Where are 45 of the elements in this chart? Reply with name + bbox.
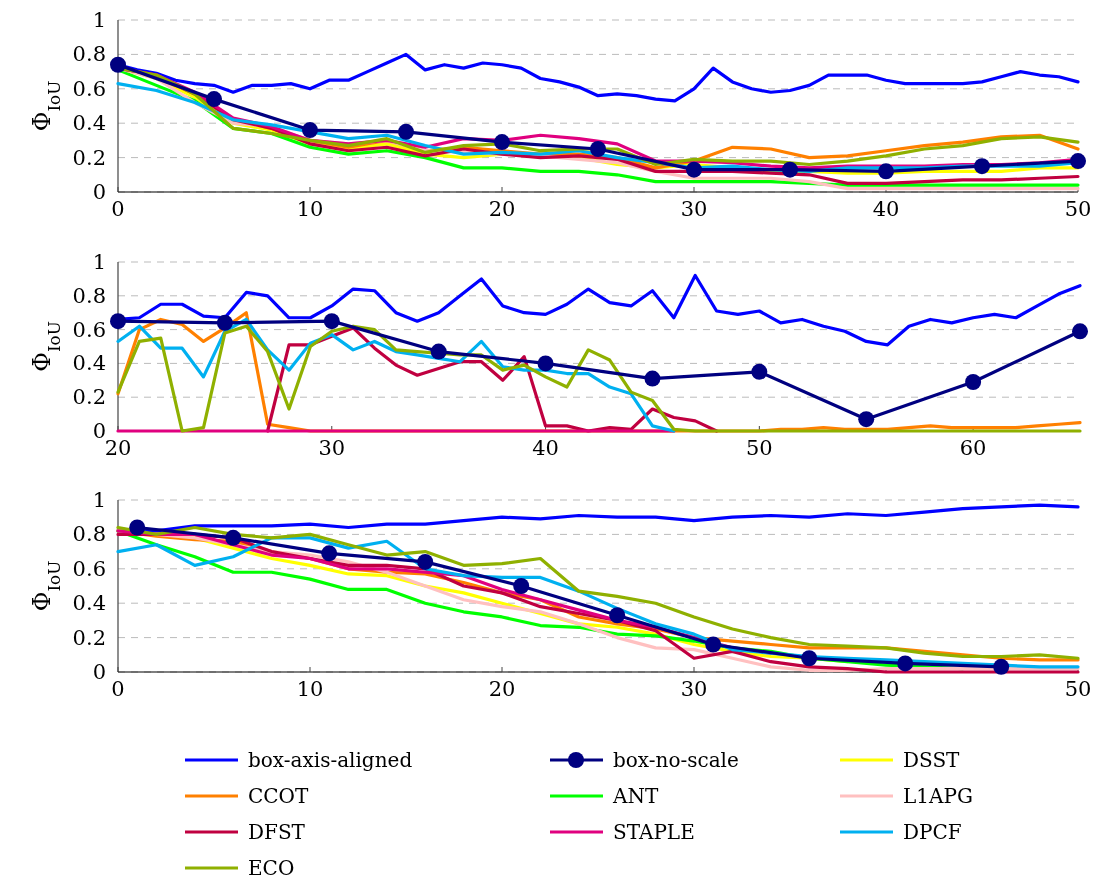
- x-tick-label: 0: [111, 677, 125, 701]
- x-tick-label: 10: [296, 677, 324, 701]
- y-tick-label: 0.2: [72, 625, 106, 650]
- y-tick-label: 0.4: [72, 111, 106, 136]
- y-tick-label: 0.6: [72, 76, 106, 101]
- x-tick-label: 10: [296, 197, 324, 221]
- legend-label: DFST: [248, 820, 306, 844]
- x-tick-label: 30: [680, 677, 708, 701]
- y-tick-label: 0: [92, 660, 106, 684]
- y-tick-label: 0.8: [72, 522, 106, 547]
- x-tick-label: 50: [1064, 197, 1092, 221]
- legend-label: STAPLE: [613, 820, 695, 844]
- x-tick-label: 30: [680, 197, 708, 221]
- legend-label: DSST: [903, 748, 961, 772]
- x-tick-label: 20: [104, 436, 132, 460]
- y-tick-label: 0.6: [72, 317, 106, 342]
- x-tick-label: 50: [1064, 677, 1092, 701]
- x-tick-label: 40: [872, 677, 900, 701]
- legend-label: CCOT: [248, 784, 309, 808]
- y-tick-label: 0: [92, 180, 106, 204]
- y-tick-label: 1: [92, 8, 106, 32]
- y-tick-label: 0.8: [72, 283, 106, 308]
- legend-label: ECO: [248, 856, 295, 878]
- legend-label: box-axis-aligned: [248, 748, 413, 772]
- legend-label: box-no-scale: [613, 748, 739, 772]
- x-tick-label: 20: [488, 197, 516, 221]
- y-tick-label: 0.4: [72, 591, 106, 616]
- x-tick-label: 60: [959, 436, 987, 460]
- x-tick-label: 40: [872, 197, 900, 221]
- legend-label: ANT: [612, 784, 659, 808]
- y-tick-label: 1: [92, 488, 106, 512]
- x-tick-label: 0: [111, 197, 125, 221]
- y-tick-label: 0.2: [72, 385, 106, 410]
- y-tick-label: 0.8: [72, 42, 106, 67]
- legend-label: L1APG: [903, 784, 973, 808]
- y-tick-label: 1: [92, 250, 106, 274]
- legend-label: DPCF: [903, 820, 962, 844]
- x-tick-label: 50: [745, 436, 773, 460]
- x-tick-label: 40: [532, 436, 559, 460]
- y-tick-label: 0.4: [72, 351, 106, 376]
- x-tick-label: 20: [488, 677, 516, 701]
- x-tick-label: 30: [318, 436, 346, 460]
- y-tick-label: 0.6: [72, 556, 106, 581]
- y-tick-label: 0.2: [72, 145, 106, 170]
- y-tick-label: 0: [92, 419, 106, 443]
